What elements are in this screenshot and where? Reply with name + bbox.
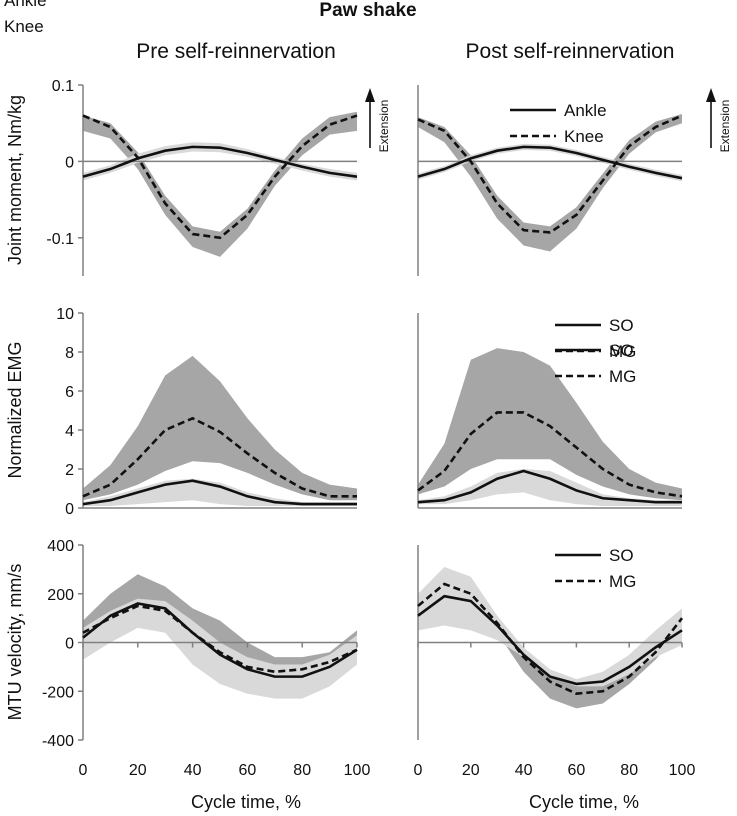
series-line-ankle — [82, 145, 358, 178]
legend-label-so: SO — [609, 341, 634, 360]
y-tick-label: -400 — [42, 733, 74, 750]
y-tick-label: 10 — [56, 306, 74, 323]
series-line-knee — [82, 114, 358, 240]
legend-label-so: SO — [609, 546, 634, 565]
y-tick-label: 0.1 — [52, 78, 74, 95]
x-tick-label: 20 — [129, 762, 147, 779]
series-line-mg — [417, 582, 684, 696]
x-tick-label: 0 — [79, 762, 88, 779]
panel-moment-pre: -0.1 0 0.1 Joint moment, Nm/kg Ankle Knee Exte… — [5, 78, 607, 276]
legend-label-knee: Knee — [564, 127, 604, 146]
panel-velocity-pre: -400 -200 0 200 400 0 20 40 60 80 100 MTU velocity,… — [5, 538, 370, 779]
series-line-mg — [82, 416, 357, 498]
y-tick-label: 6 — [65, 384, 74, 401]
series-line-so — [82, 602, 358, 678]
y-tick-label: 4 — [65, 423, 74, 440]
band-mg — [418, 348, 682, 501]
x-tick-label: 100 — [344, 762, 371, 779]
y-axis-label: Joint moment, Nm/kg — [5, 95, 25, 265]
figure-title: Paw shake — [319, 0, 416, 21]
x-tick-label: 100 — [669, 762, 696, 779]
band-knee — [83, 111, 357, 257]
y-tick-label: 200 — [47, 587, 74, 604]
y-axis-label: Normalized EMG — [5, 341, 25, 478]
extension-arrow-head — [706, 88, 716, 102]
column-title-pre: Pre self-reinnervation — [136, 40, 336, 63]
band-knee — [418, 114, 682, 252]
series-line-so — [417, 594, 683, 686]
x-tick-label: 40 — [184, 762, 202, 779]
column-title-post: Post self-reinnervation — [466, 40, 675, 63]
legend-label-mg: MG — [609, 342, 636, 361]
legend: Ankle Knee — [4, 0, 47, 36]
x-tick-label: 80 — [620, 762, 638, 779]
legend-label-mg: MG — [609, 572, 636, 591]
band-so — [418, 566, 682, 687]
series-line-so — [417, 469, 682, 504]
legend-label-mg: MG — [609, 367, 636, 386]
legend-label-so: SO — [609, 316, 634, 335]
y-tick-label: 0 — [65, 501, 74, 518]
panel-moment-post: Ankle Knee Extension — [4, 0, 732, 276]
y-tick-label: 2 — [65, 462, 74, 479]
x-tick-label: 40 — [515, 762, 533, 779]
legend: Ankle Knee — [510, 101, 607, 146]
legend-label-ankle: Ankle — [564, 101, 607, 120]
panel-velocity-post: 0 20 40 60 80 100 SO MG — [414, 545, 696, 779]
legend-label-ankle: Ankle — [4, 0, 47, 10]
series-line-mg — [82, 604, 358, 674]
series-line-so — [82, 479, 357, 506]
x-tick-label: 0 — [414, 762, 423, 779]
x-tick-label: 20 — [462, 762, 480, 779]
band-so — [83, 598, 357, 699]
x-tick-label: 60 — [239, 762, 257, 779]
y-tick-label: 0 — [65, 636, 74, 653]
extension-label: Extension — [377, 100, 391, 153]
extension-label: Extension — [718, 100, 732, 153]
legend-label-knee: Knee — [4, 17, 44, 36]
x-axis-label-pre: Cycle time, % — [191, 792, 301, 812]
band-ankle — [83, 142, 357, 181]
legend: SO MG — [555, 546, 636, 591]
series-line-knee — [417, 114, 683, 234]
band-so — [418, 469, 682, 507]
y-tick-label: -0.1 — [46, 231, 74, 248]
band-mg — [83, 355, 357, 501]
extension-arrow-head — [365, 88, 375, 102]
series-line-ankle — [417, 145, 683, 180]
series-line-mg — [417, 411, 683, 498]
y-tick-label: 400 — [47, 538, 74, 555]
x-tick-label: 60 — [568, 762, 586, 779]
y-tick-label: -200 — [42, 684, 74, 701]
band-so — [83, 478, 357, 507]
y-tick-label: 0 — [65, 154, 74, 171]
x-axis-label-post: Cycle time, % — [529, 792, 639, 812]
x-tick-label: 80 — [293, 762, 311, 779]
y-tick-label: 8 — [65, 345, 74, 362]
y-axis-label: MTU velocity, mm/s — [5, 564, 25, 721]
